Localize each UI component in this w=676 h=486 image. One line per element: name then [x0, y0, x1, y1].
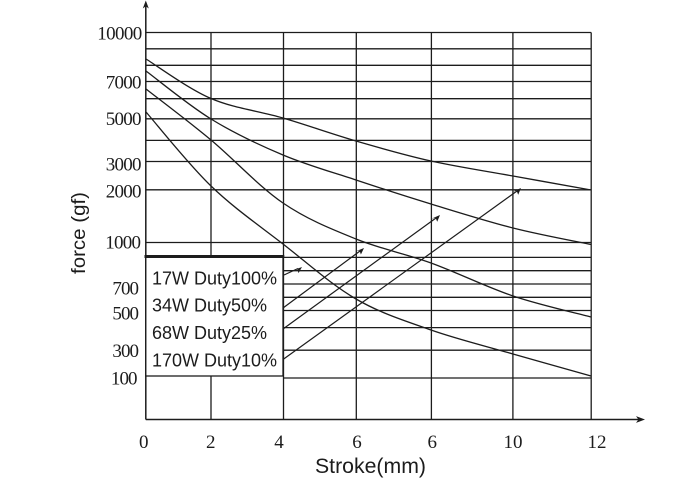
svg-text:10: 10 — [504, 432, 523, 453]
svg-text:100: 100 — [111, 369, 138, 390]
svg-text:0: 0 — [139, 432, 149, 453]
svg-text:10000: 10000 — [97, 23, 142, 44]
svg-text:17W Duty100%: 17W Duty100% — [152, 269, 277, 289]
svg-text:5000: 5000 — [106, 109, 142, 130]
svg-text:2: 2 — [206, 432, 216, 453]
svg-text:170W Duty10%: 170W Duty10% — [152, 351, 277, 371]
svg-text:7000: 7000 — [106, 73, 142, 94]
svg-text:34W Duty50%: 34W Duty50% — [152, 296, 267, 316]
svg-text:12: 12 — [588, 432, 607, 453]
svg-text:Stroke(mm): Stroke(mm) — [315, 455, 426, 478]
svg-text:6: 6 — [352, 432, 362, 453]
svg-text:700: 700 — [112, 279, 139, 300]
svg-text:500: 500 — [112, 304, 139, 325]
svg-text:6: 6 — [428, 432, 438, 453]
svg-text:3000: 3000 — [106, 155, 142, 176]
svg-text:2000: 2000 — [106, 182, 142, 203]
svg-text:1000: 1000 — [105, 233, 141, 254]
svg-text:300: 300 — [112, 341, 139, 362]
svg-text:force (gf): force (gf) — [69, 192, 90, 274]
svg-text:68W Duty25%: 68W Duty25% — [152, 323, 267, 343]
svg-text:4: 4 — [274, 432, 284, 453]
